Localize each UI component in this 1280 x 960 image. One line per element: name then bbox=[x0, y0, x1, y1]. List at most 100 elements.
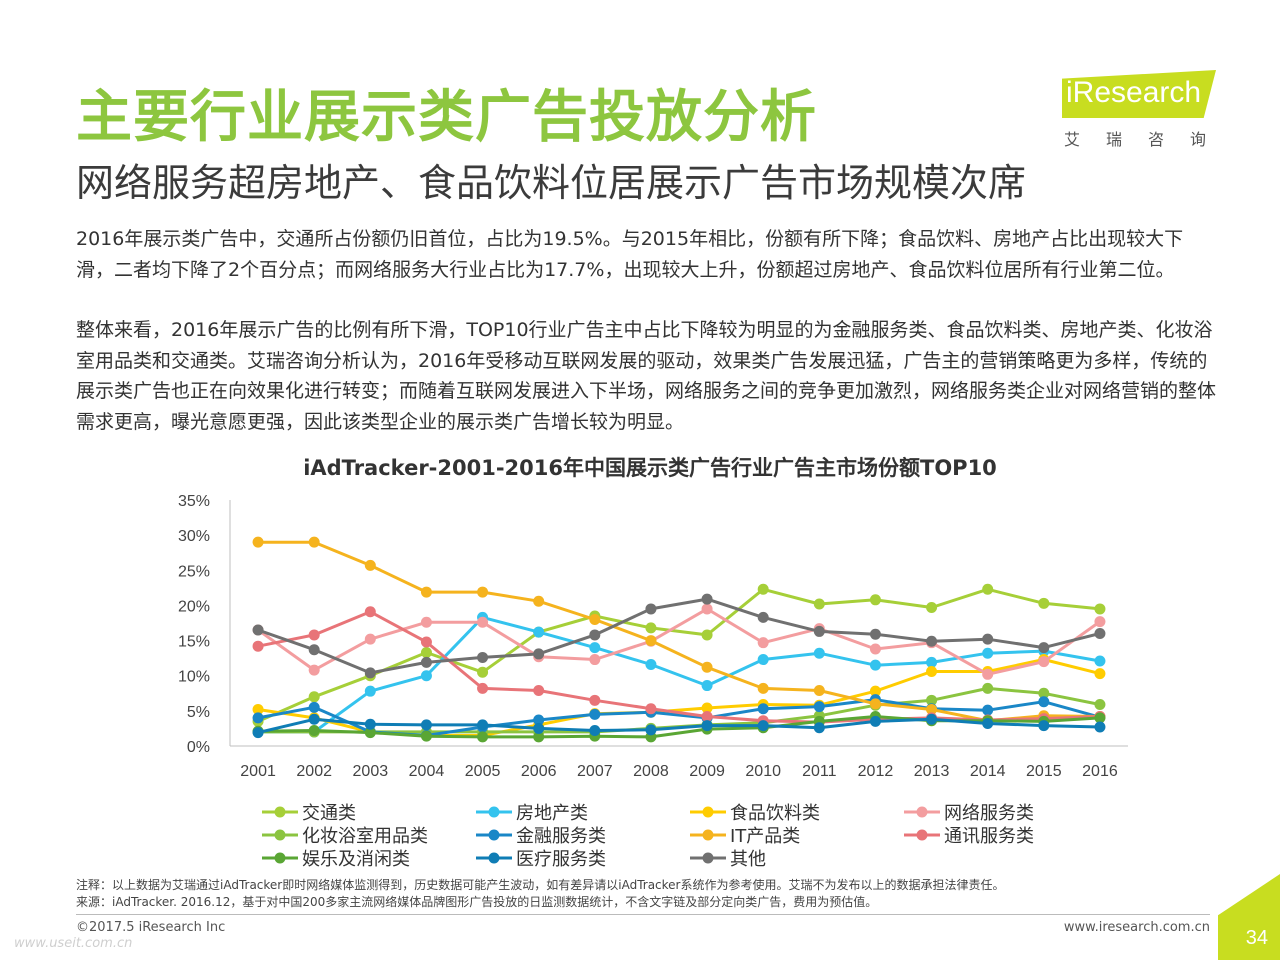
x-tick-label: 2007 bbox=[577, 763, 613, 780]
data-point bbox=[926, 694, 938, 706]
data-point bbox=[1038, 687, 1050, 699]
y-tick-label: 20% bbox=[178, 598, 210, 615]
x-tick-label: 2016 bbox=[1082, 763, 1118, 780]
data-point bbox=[308, 725, 320, 737]
data-point bbox=[420, 616, 432, 628]
data-point bbox=[533, 714, 545, 726]
data-point bbox=[589, 694, 601, 706]
data-point bbox=[813, 598, 825, 610]
copyright-text: ©2017.5 iResearch Inc bbox=[76, 920, 226, 935]
data-point bbox=[813, 684, 825, 696]
data-point bbox=[645, 703, 657, 715]
data-point bbox=[252, 624, 264, 636]
legend-label: 房地产类 bbox=[516, 803, 588, 824]
legend-swatch-marker bbox=[488, 829, 500, 841]
data-point bbox=[757, 703, 769, 715]
data-point bbox=[701, 593, 713, 605]
data-point bbox=[701, 661, 713, 673]
data-point bbox=[364, 633, 376, 645]
legend-swatch-marker bbox=[916, 806, 928, 818]
data-point bbox=[926, 703, 938, 715]
data-point bbox=[420, 586, 432, 598]
data-point bbox=[869, 715, 881, 727]
data-point bbox=[589, 613, 601, 625]
y-tick-label: 5% bbox=[187, 704, 210, 721]
legend-label: 医疗服务类 bbox=[516, 849, 606, 870]
data-point bbox=[869, 698, 881, 710]
data-point bbox=[252, 640, 264, 652]
data-point bbox=[308, 536, 320, 548]
data-point bbox=[420, 719, 432, 731]
y-tick-label: 15% bbox=[178, 634, 210, 651]
data-point bbox=[252, 727, 264, 739]
footnotes: 注释：以上数据为艾瑞通过iAdTracker即时网络媒体监测得到，历史数据可能产… bbox=[76, 877, 1004, 911]
legend-swatch-marker bbox=[702, 852, 714, 864]
x-tick-label: 2011 bbox=[802, 763, 837, 780]
y-tick-label: 30% bbox=[178, 528, 210, 545]
legend-swatch-marker bbox=[274, 806, 286, 818]
data-point bbox=[477, 719, 489, 731]
data-point bbox=[252, 712, 264, 724]
data-point bbox=[364, 685, 376, 697]
legend-label: 通讯服务类 bbox=[944, 826, 1034, 847]
note-annotation: 注释：以上数据为艾瑞通过iAdTracker即时网络媒体监测得到，历史数据可能产… bbox=[76, 878, 1005, 892]
data-point bbox=[589, 642, 601, 654]
data-point bbox=[364, 727, 376, 739]
data-point bbox=[757, 682, 769, 694]
data-point bbox=[757, 583, 769, 595]
legend-swatch-marker bbox=[916, 829, 928, 841]
data-point bbox=[645, 635, 657, 647]
data-point bbox=[926, 656, 938, 668]
x-tick-label: 2012 bbox=[858, 763, 894, 780]
data-point bbox=[701, 629, 713, 641]
data-point bbox=[364, 667, 376, 679]
data-point bbox=[982, 718, 994, 730]
page-number: 34 bbox=[1245, 927, 1268, 949]
data-point bbox=[533, 731, 545, 743]
data-point bbox=[308, 644, 320, 656]
website-link[interactable]: www.iresearch.com.cn bbox=[1063, 920, 1210, 935]
data-point bbox=[1038, 720, 1050, 732]
x-tick-label: 2010 bbox=[745, 763, 781, 780]
data-point bbox=[701, 710, 713, 722]
data-point bbox=[982, 647, 994, 659]
data-point bbox=[869, 643, 881, 655]
data-point bbox=[757, 654, 769, 666]
logo-mark-shape bbox=[1062, 70, 1216, 118]
x-tick-label: 2006 bbox=[521, 763, 557, 780]
logo-brand-text: iResearch bbox=[1066, 76, 1202, 109]
data-point bbox=[645, 724, 657, 736]
data-point bbox=[420, 656, 432, 668]
data-point bbox=[982, 633, 994, 645]
iresearch-logo: iResearch 艾瑞咨询 bbox=[1056, 64, 1226, 154]
legend-swatch-marker bbox=[488, 806, 500, 818]
legend-label: 其他 bbox=[730, 849, 766, 870]
legend-label: 化妆浴室用品类 bbox=[302, 826, 428, 847]
legend-swatch-marker bbox=[488, 852, 500, 864]
data-point bbox=[1094, 655, 1106, 667]
data-point bbox=[477, 616, 489, 628]
data-point bbox=[1094, 668, 1106, 680]
data-point bbox=[1094, 616, 1106, 628]
data-point bbox=[533, 648, 545, 660]
data-point bbox=[982, 704, 994, 716]
data-point bbox=[645, 603, 657, 615]
legend-label: 网络服务类 bbox=[944, 803, 1034, 824]
x-tick-label: 2013 bbox=[914, 763, 950, 780]
data-point bbox=[589, 629, 601, 641]
data-point bbox=[420, 636, 432, 648]
data-point bbox=[926, 602, 938, 614]
data-point bbox=[477, 666, 489, 678]
series-line bbox=[257, 597, 1101, 675]
line-chart: 0% 5% 10% 15% 20% 25% 30% 35% 2001 2002 2003 2004 20… bbox=[178, 493, 1128, 870]
x-tick-label: 2002 bbox=[296, 763, 332, 780]
legend-label: 金融服务类 bbox=[516, 826, 606, 847]
series-line bbox=[257, 587, 1101, 723]
series-line bbox=[257, 610, 1100, 724]
data-point bbox=[477, 682, 489, 694]
x-tick-label: 2003 bbox=[353, 763, 389, 780]
data-point bbox=[926, 713, 938, 725]
x-tick-label: 2008 bbox=[633, 763, 669, 780]
data-point bbox=[701, 603, 713, 615]
data-point bbox=[533, 626, 545, 638]
